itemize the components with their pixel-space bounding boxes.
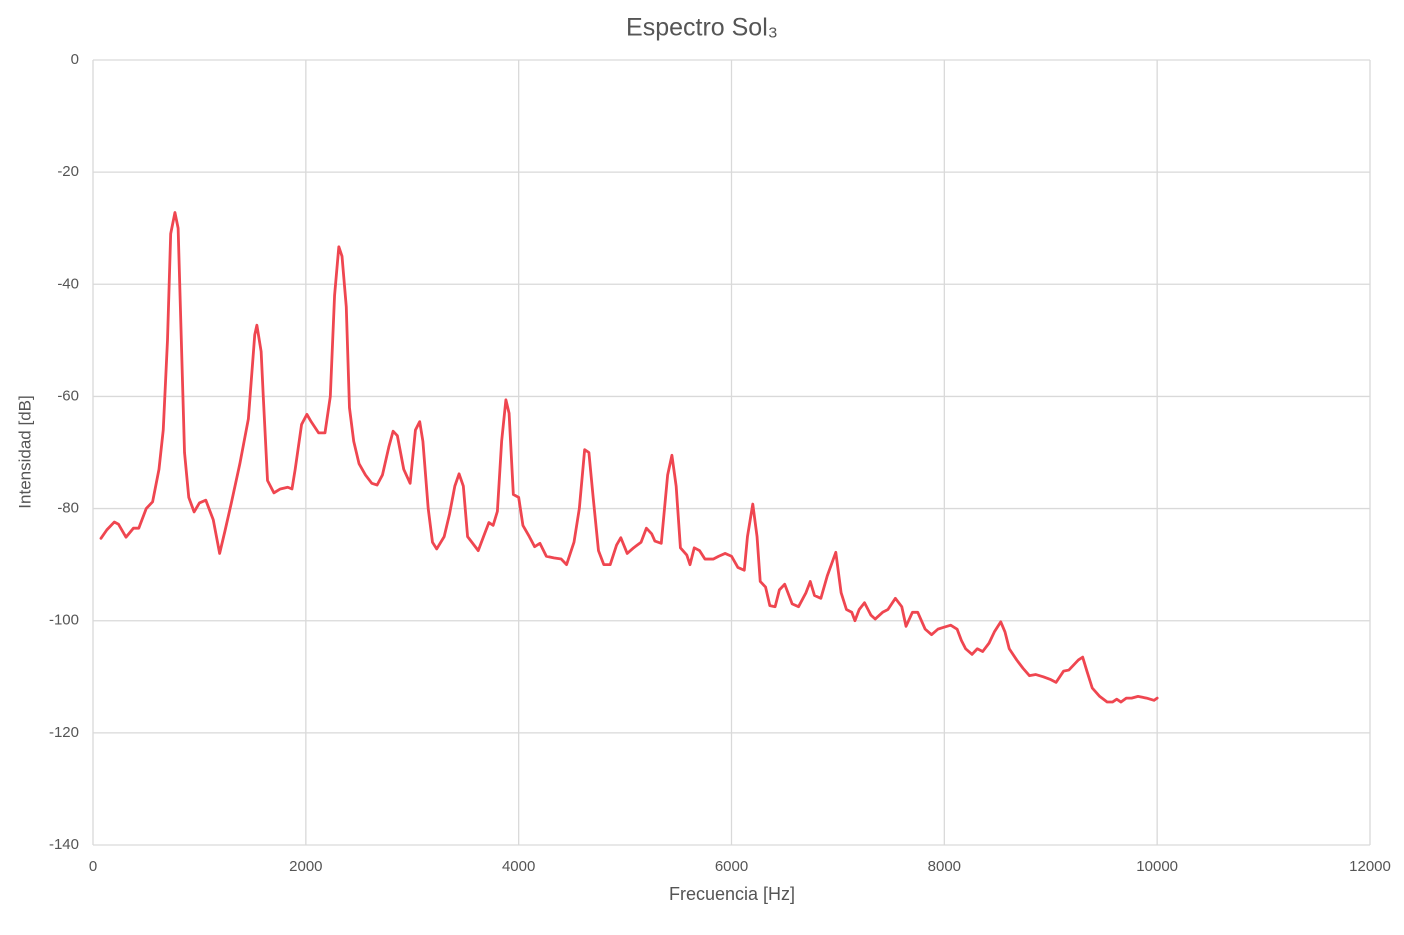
- y-tick-label: -60: [57, 387, 79, 404]
- y-tick-label: -20: [57, 163, 79, 180]
- y-tick-label: 0: [71, 51, 79, 68]
- x-tick-label: 2000: [289, 858, 322, 875]
- y-tick-label: -80: [57, 500, 79, 517]
- y-tick-label: -40: [57, 275, 79, 292]
- x-tick-label: 8000: [928, 858, 961, 875]
- x-tick-label: 12000: [1349, 858, 1391, 875]
- x-tick-label: 4000: [502, 858, 535, 875]
- y-tick-label: -100: [49, 612, 79, 629]
- x-tick-label: 6000: [715, 858, 748, 875]
- x-tick-label: 10000: [1136, 858, 1178, 875]
- x-tick-label: 0: [89, 858, 97, 875]
- y-tick-label: -120: [49, 724, 79, 741]
- chart-title: Espectro Sol₃: [626, 14, 778, 42]
- line-series: [99, 211, 1159, 704]
- y-tick-label: -140: [49, 836, 79, 853]
- x-axis-label: Frecuencia [Hz]: [669, 884, 795, 904]
- y-axis-label: Intensidad [dB]: [15, 395, 34, 508]
